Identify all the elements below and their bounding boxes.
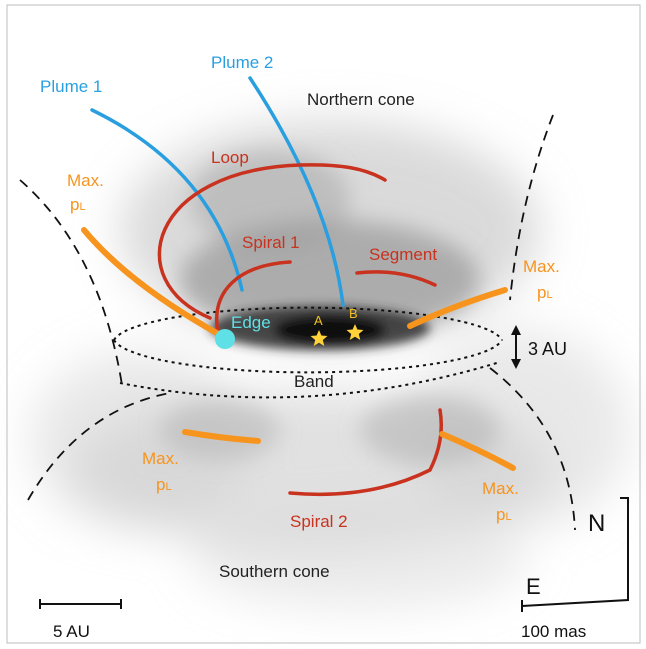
max-pl-left-label-line2: pL <box>70 195 86 214</box>
max-pl-bottom-right-p: p <box>496 505 505 524</box>
southern-cone-label: Southern cone <box>219 562 330 581</box>
edge-label: Edge <box>231 313 271 332</box>
plume-2-label: Plume 2 <box>211 53 273 72</box>
max-pl-bottom-left-sub: L <box>165 481 171 493</box>
spiral-1-line <box>215 260 292 335</box>
max-pl-right-sub: L <box>546 289 552 301</box>
scale-au-label: 5 AU <box>53 622 90 641</box>
star-a-label: A <box>314 313 323 328</box>
max-pl-bottom-left-line <box>182 429 261 444</box>
plume-1-label: Plume 1 <box>40 77 102 96</box>
plumes <box>90 76 345 307</box>
edge-marker <box>215 329 235 349</box>
plume-2-line <box>248 76 345 307</box>
max-pl-right-p: p <box>537 283 546 302</box>
stars <box>310 324 364 346</box>
max-pl-left-label-line1: Max. <box>67 171 104 190</box>
max-pl-left-line <box>81 227 225 339</box>
max-pl-bottom-left-label-line2: pL <box>156 475 172 494</box>
segment-line <box>355 270 437 287</box>
three-au-arrow <box>511 325 521 369</box>
plume-1-line <box>90 108 244 292</box>
nebula-image <box>30 120 630 610</box>
northern-cone-label: Northern cone <box>307 90 415 109</box>
star-b-label: B <box>349 306 358 321</box>
max-pl-bottom-right-sub: L <box>505 511 511 523</box>
max-pl-bottom-right-line <box>439 431 516 471</box>
northern-cone-right-edge <box>509 114 554 301</box>
max-pl-right-label-line1: Max. <box>523 257 560 276</box>
star-a-icon <box>310 330 328 346</box>
segment-label: Segment <box>369 245 437 264</box>
max-pl-left-sub: L <box>79 201 85 213</box>
scale-mas-label: 100 mas <box>521 622 586 641</box>
max-pl-bottom-left-p: p <box>156 475 165 494</box>
cone-outlines <box>19 114 576 531</box>
max-pl-bottom-right-label-line1: Max. <box>482 479 519 498</box>
three-au-label: 3 AU <box>528 339 567 359</box>
northern-cone-left-edge <box>19 179 123 386</box>
star-b-icon <box>346 324 364 340</box>
southern-cone-right-edge <box>489 367 576 531</box>
band-label: Band <box>294 372 334 391</box>
max-pl-bottom-left-label-line1: Max. <box>142 449 179 468</box>
max-pl-lines <box>81 227 516 471</box>
loop-line <box>157 163 387 320</box>
spiral-2-label: Spiral 2 <box>290 512 348 531</box>
band-ellipse <box>113 306 503 399</box>
max-pl-right-line <box>407 287 508 329</box>
loop-label: Loop <box>211 148 249 167</box>
east-label: E <box>526 574 541 599</box>
max-pl-right-label-line2: pL <box>537 283 553 302</box>
max-pl-left-p: p <box>70 195 79 214</box>
max-pl-bottom-right-label-line2: pL <box>496 505 512 524</box>
compass <box>521 497 629 612</box>
spiral-1-label: Spiral 1 <box>242 233 300 252</box>
southern-cone-left-edge <box>27 392 171 501</box>
scale-bar <box>39 599 122 609</box>
north-label: N <box>588 510 605 537</box>
